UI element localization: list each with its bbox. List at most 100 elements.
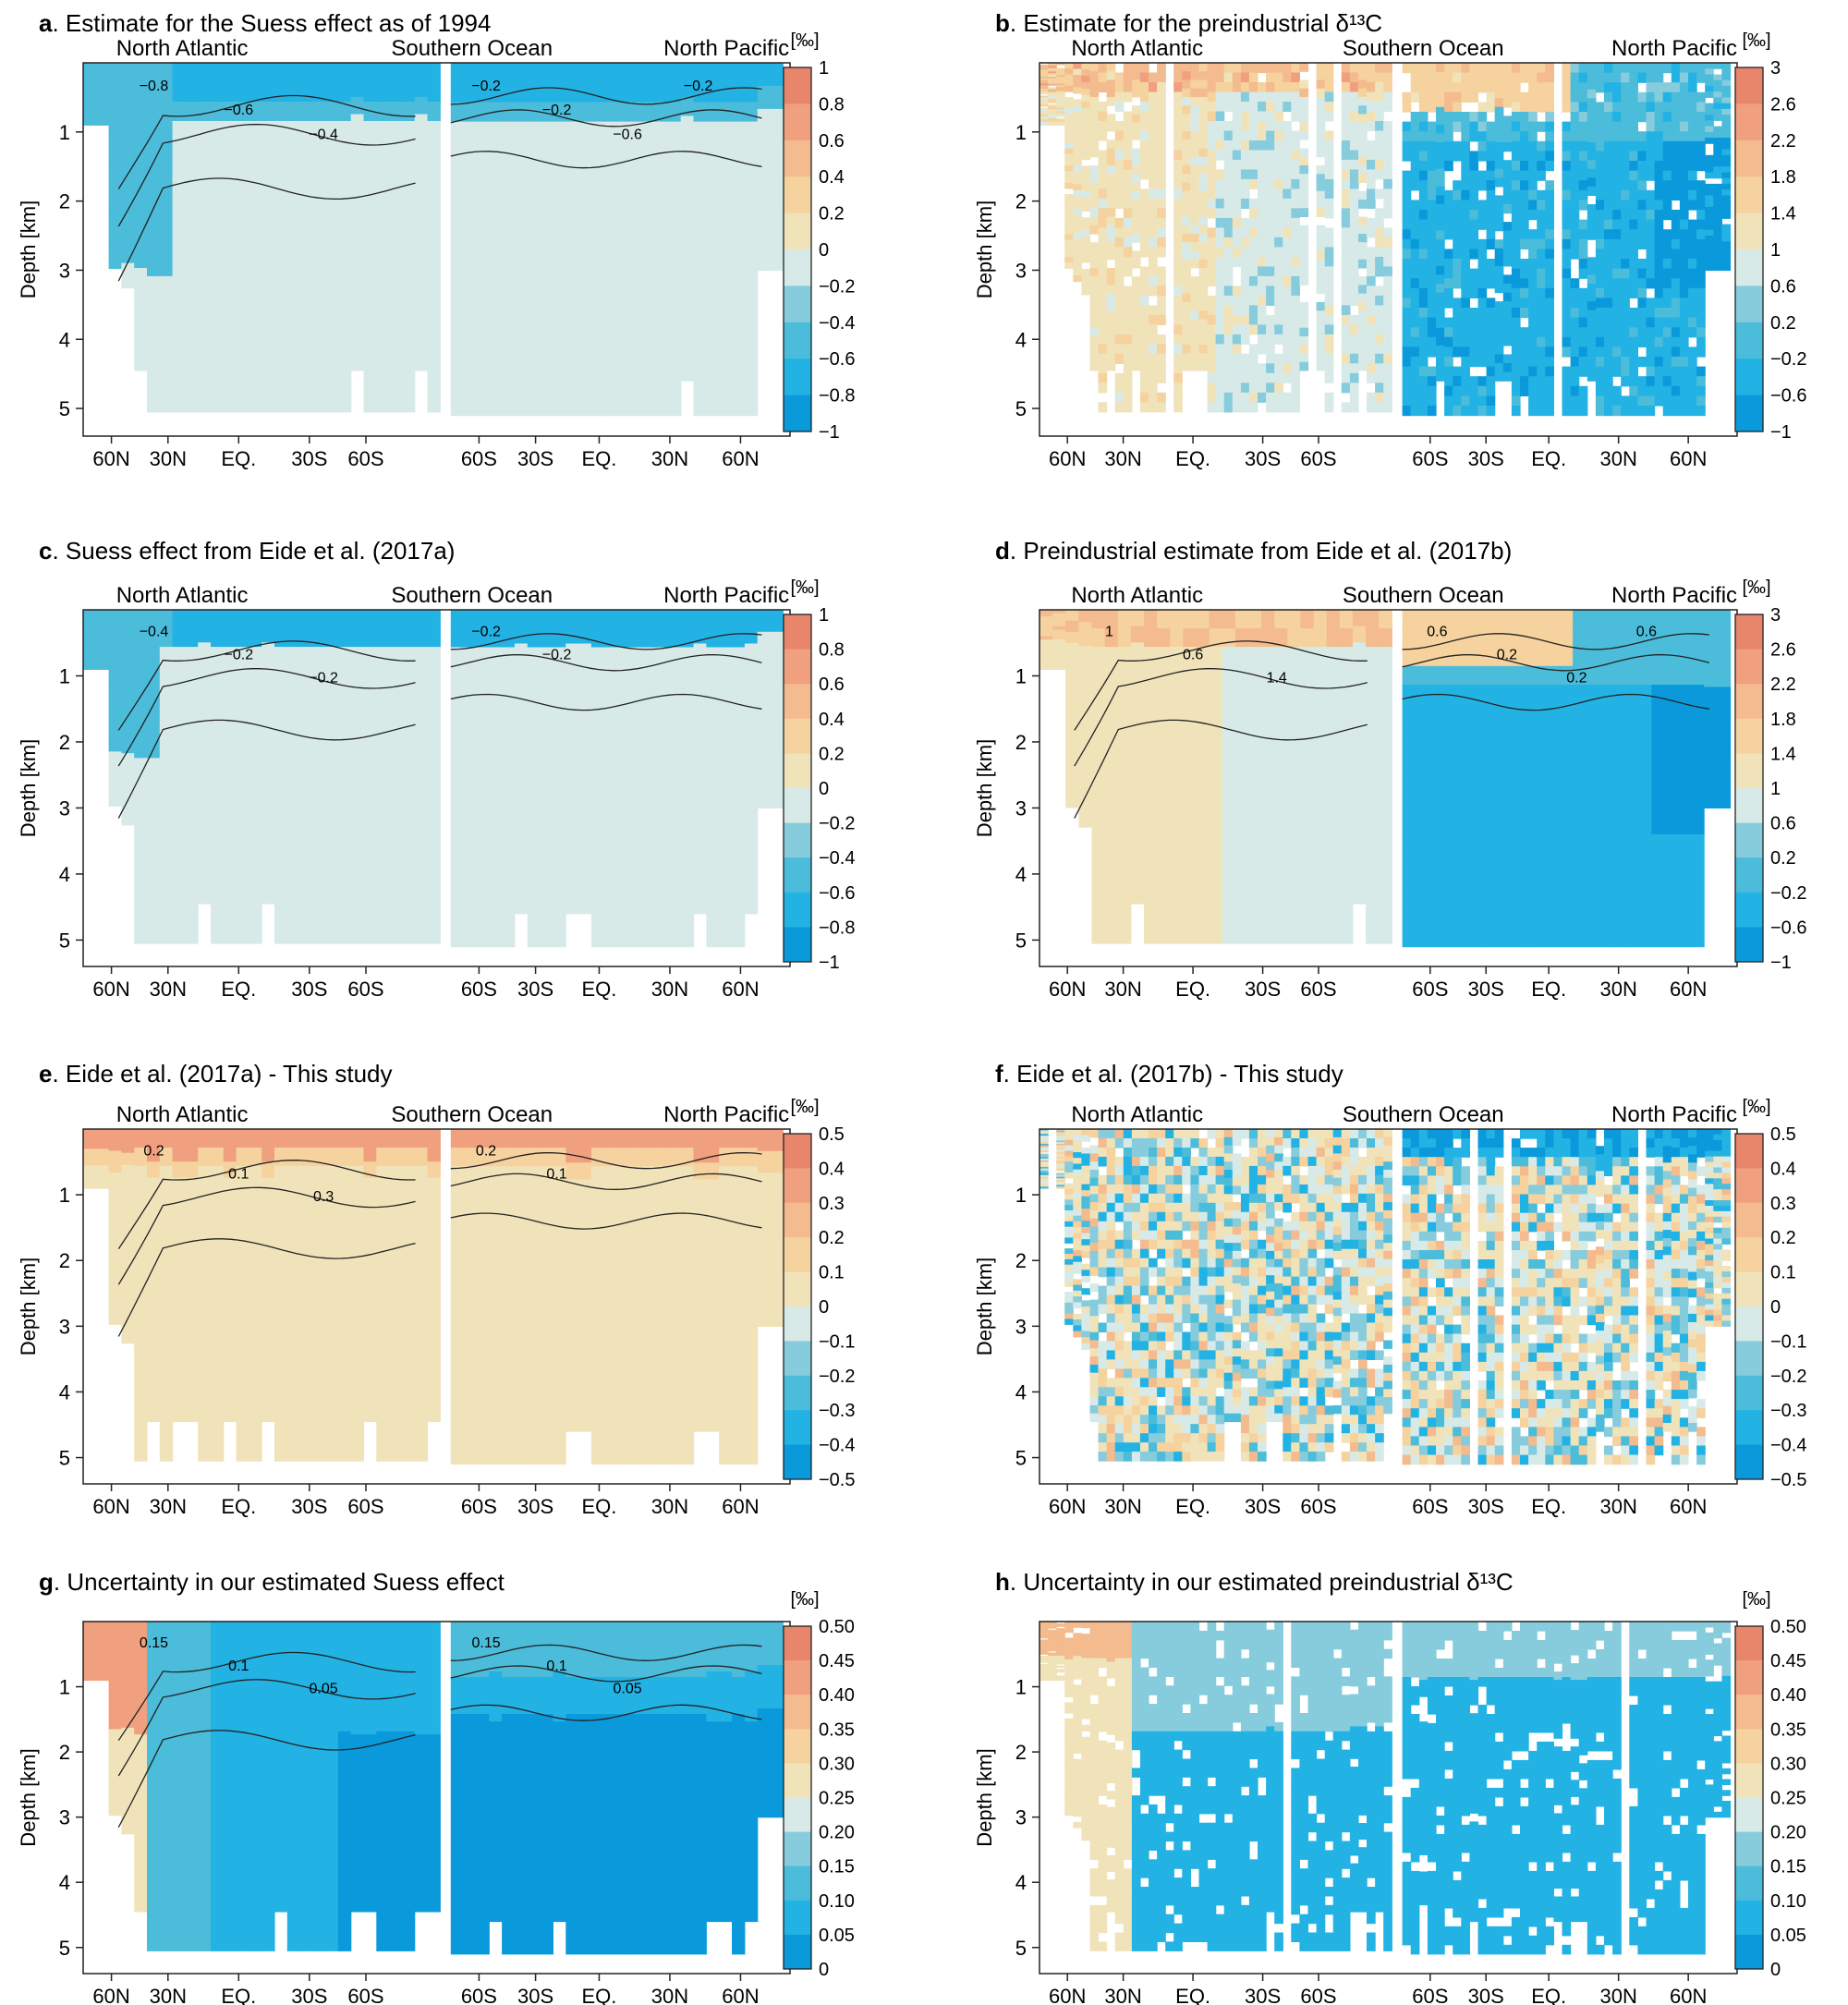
y-tick-label: 3 — [1015, 259, 1027, 282]
colorbar-unit: [‰] — [1742, 577, 1770, 598]
y-tick-label: 3 — [59, 1315, 70, 1338]
colorbar-tick-label: 0.8 — [819, 94, 845, 115]
panel-title-text: . Preindustrial estimate from Eide et al… — [1010, 537, 1512, 565]
colorbar: 0.50 0.45 0.40 0.35 0.30 0.25 0.20 0.15 0.10 0.05… — [1734, 1589, 1806, 1980]
colorbar-tick-label: −0.2 — [1770, 349, 1806, 370]
x-tick-label: 60N — [92, 447, 129, 470]
y-tick-label: 5 — [1015, 397, 1027, 420]
contour-label: −0.2 — [225, 648, 254, 663]
panel-title-text: . Eide et al. (2017a) - This study — [52, 1060, 392, 1088]
section-field — [1040, 63, 1732, 417]
contour-label: 0.3 — [313, 1189, 334, 1205]
colorbar-tick-label: −1 — [1770, 953, 1792, 973]
y-axis-label: Depth [km] — [973, 739, 996, 837]
x-tick-label: EQ. — [1175, 1495, 1210, 1518]
x-tick-label: 60S — [1300, 1985, 1336, 2005]
x-tick-label: 30S — [1245, 1985, 1281, 2005]
colorbar-tick-label: −0.4 — [1770, 1436, 1806, 1456]
x-tick-label: 60S — [347, 447, 383, 470]
contour-label: 0.1 — [228, 1659, 249, 1674]
colorbar-tick-label: 0.8 — [819, 640, 845, 661]
colorbar-tick-label: 0.2 — [1770, 313, 1796, 334]
x-tick-label: 30S — [1468, 1985, 1504, 2005]
colorbar-tick-label: 1 — [819, 605, 829, 626]
panel-letter: d — [995, 537, 1010, 565]
contour-label: −0.2 — [684, 79, 713, 94]
panel-f: f. Eide et al. (2017b) - This study North… — [973, 1060, 1806, 1518]
x-tick-label: 60N — [92, 978, 129, 1001]
panel-title-text: . Uncertainty in our estimated preindust… — [1010, 1568, 1514, 1596]
contour-label: 0.05 — [310, 1682, 338, 1697]
contour-label: 0.1 — [228, 1166, 249, 1182]
y-tick-label: 1 — [59, 121, 70, 144]
contour-label: 0.6 — [1427, 625, 1447, 640]
contour-label: 0.2 — [476, 1143, 496, 1159]
panel-title: f. Eide et al. (2017b) - This study — [995, 1060, 1343, 1088]
colorbar-tick-label: −0.8 — [819, 386, 855, 407]
colorbar-tick-label: 3 — [1770, 605, 1781, 626]
colorbar: 3 2.6 2.2 1.8 1.4 1 0.6 0.2 −0.2 −0.6 −1 [‰] — [1734, 577, 1806, 973]
colorbar-tick-label: 0.6 — [1770, 276, 1796, 297]
colorbar-tick-label: 0 — [819, 779, 829, 799]
colorbar: 0.5 0.4 0.3 0.2 0.1 0 −0.1 −0.2 −0.3 −0.4 −0.5 [‰] — [783, 1097, 855, 1490]
colorbar-unit: [‰] — [790, 1097, 819, 1117]
x-tick-label: EQ. — [581, 978, 616, 1001]
x-tick-label: 60N — [1670, 978, 1707, 1001]
panel-title-text: . Eide et al. (2017b) - This study — [1003, 1060, 1343, 1088]
colorbar-tick-label: −0.2 — [819, 276, 855, 297]
x-tick-label: EQ. — [581, 1495, 616, 1518]
colorbar-tick-label: 0.20 — [1770, 1823, 1806, 1843]
y-tick-label: 2 — [59, 1741, 70, 1764]
contour-label: 0.6 — [1636, 625, 1657, 640]
panel-letter: a — [39, 9, 53, 37]
section-field — [83, 610, 784, 948]
colorbar-tick-label: 0 — [819, 1960, 829, 1980]
x-tick-label: 60S — [1300, 447, 1336, 470]
contour-label: 0.2 — [1566, 671, 1587, 687]
region-label: North Atlantic — [1071, 583, 1203, 608]
x-tick-label: 30S — [291, 1495, 327, 1518]
region-label: Southern Ocean — [391, 1102, 553, 1127]
y-tick-label: 1 — [59, 664, 70, 687]
panel-title: c. Suess effect from Eide et al. (2017a) — [39, 537, 455, 565]
region-label: North Pacific — [663, 1102, 789, 1127]
panel-a: a. Estimate for the Suess effect as of 1… — [17, 9, 855, 470]
colorbar-tick-label: 0.4 — [1770, 1159, 1796, 1179]
contour-label: 1 — [1105, 625, 1113, 640]
contour-label: −0.2 — [542, 103, 572, 118]
x-tick-label: 60S — [347, 1495, 383, 1518]
x-tick-label: 30N — [1599, 1495, 1636, 1518]
colorbar-tick-label: −0.2 — [819, 814, 855, 834]
colorbar-tick-label: −0.3 — [819, 1401, 855, 1421]
x-tick-label: 30S — [517, 978, 553, 1001]
y-tick-label: 2 — [59, 731, 70, 754]
y-tick-label: 3 — [1015, 796, 1027, 820]
y-tick-label: 2 — [59, 1249, 70, 1272]
x-tick-label: 30S — [517, 1985, 553, 2005]
panel-title-text: . Uncertainty in our estimated Suess eff… — [54, 1568, 505, 1596]
colorbar: 0.5 0.4 0.3 0.2 0.1 0 −0.1 −0.2 −0.3 −0.4 −0.5 [‰] — [1734, 1097, 1806, 1490]
colorbar-tick-label: 0.50 — [1770, 1617, 1806, 1637]
panel-d: d. Preindustrial estimate from Eide et a… — [973, 537, 1806, 1001]
x-tick-label: 60S — [347, 1985, 383, 2005]
contour-label: −0.2 — [542, 648, 572, 663]
x-tick-label: EQ. — [221, 978, 256, 1001]
colorbar-tick-label: 0.2 — [819, 744, 845, 764]
x-tick-label: 30S — [1245, 447, 1281, 470]
contour-label: −0.2 — [309, 671, 338, 687]
region-label: North Pacific — [1611, 1102, 1737, 1127]
x-tick-label: 60S — [461, 447, 497, 470]
x-tick-label: 60S — [1412, 447, 1448, 470]
x-tick-label: 30S — [517, 1495, 553, 1518]
x-tick-label: EQ. — [221, 1495, 256, 1518]
panel-title: d. Preindustrial estimate from Eide et a… — [995, 537, 1512, 565]
colorbar-tick-label: −0.4 — [819, 848, 855, 869]
colorbar-tick-label: −0.6 — [819, 883, 855, 904]
x-tick-label: 30S — [1468, 447, 1504, 470]
colorbar-tick-label: −0.4 — [819, 1436, 855, 1456]
x-tick-label: 30S — [517, 447, 553, 470]
colorbar-tick-label: 0.30 — [819, 1754, 855, 1774]
panel-title: e. Eide et al. (2017a) - This study — [39, 1060, 393, 1088]
colorbar-tick-label: −0.5 — [1770, 1470, 1806, 1490]
x-tick-label: 30N — [651, 1985, 688, 2005]
